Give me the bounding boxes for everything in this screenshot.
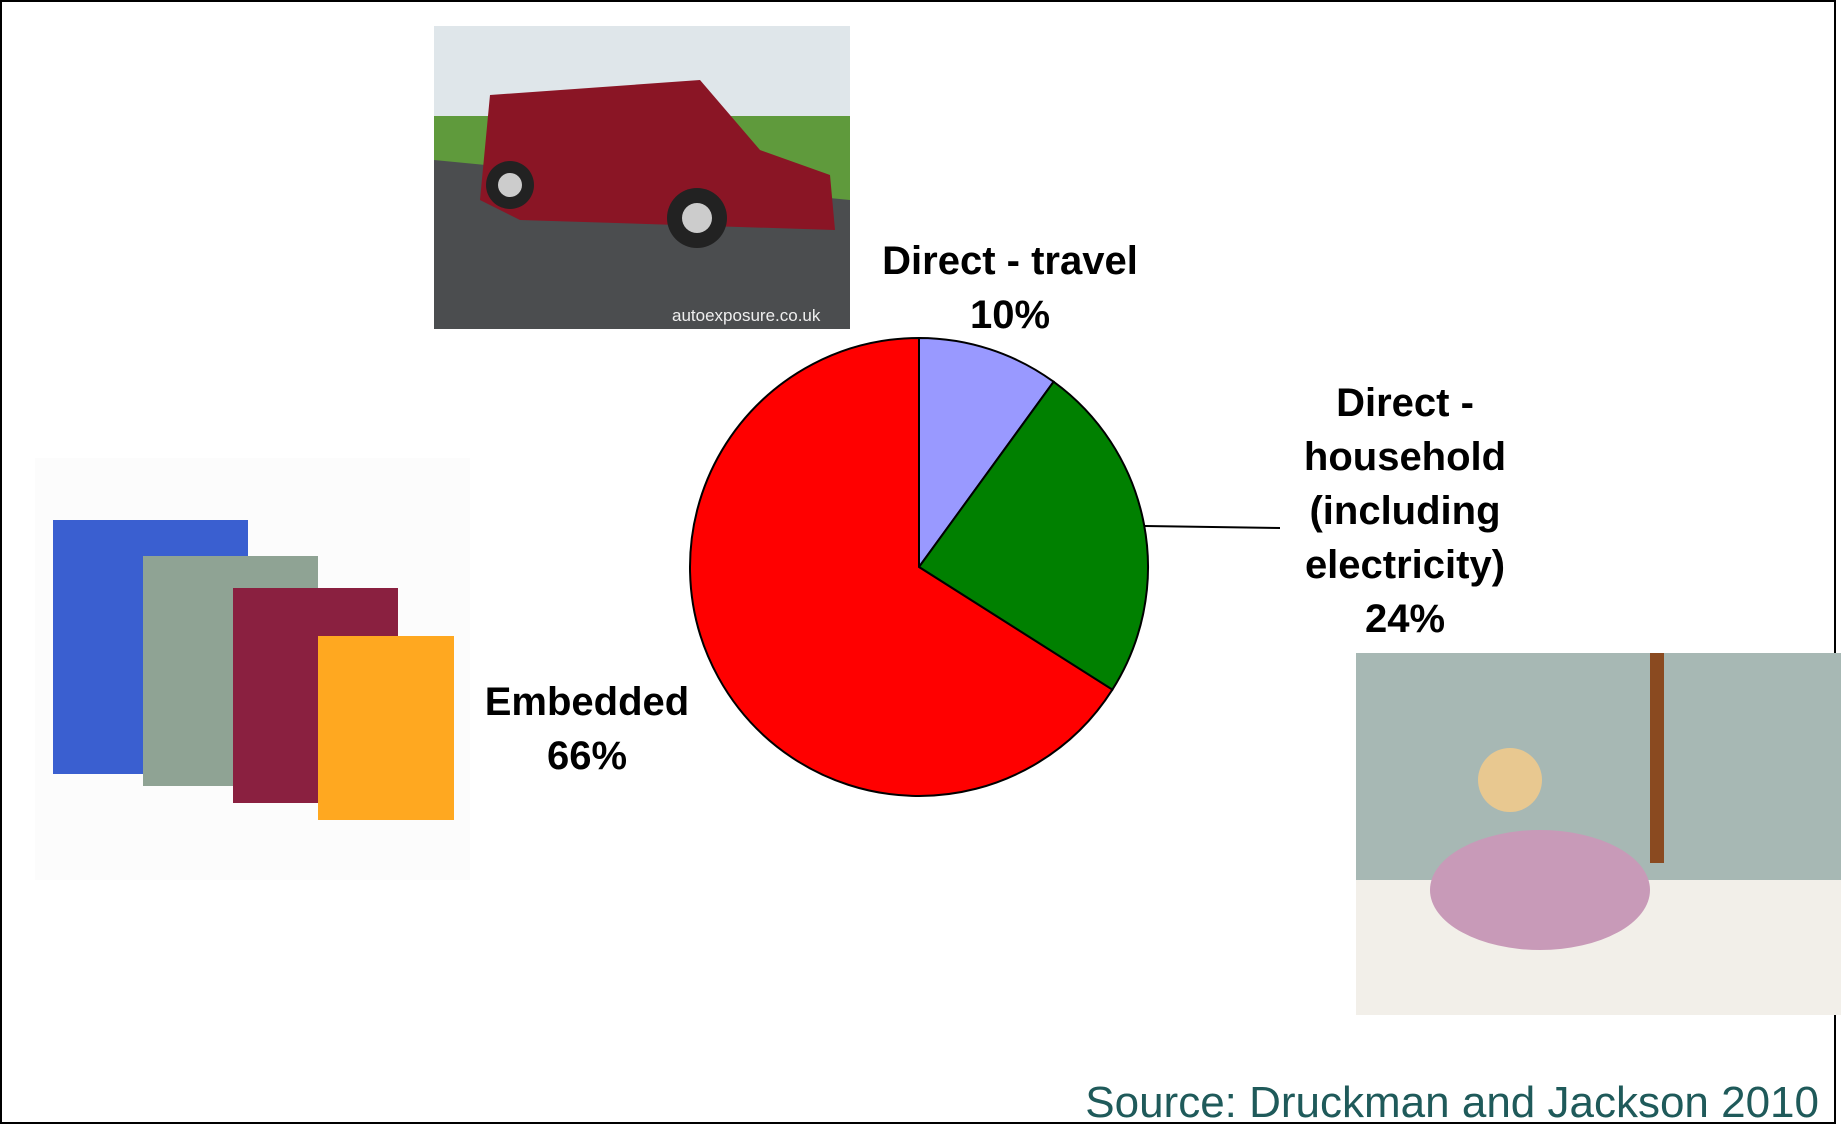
category-label: Direct - household (including electricit…	[1303, 381, 1507, 587]
pie-slice	[917, 380, 1149, 692]
slice-label: Embedded 66%	[447, 675, 727, 783]
category-label: Direct - travel	[882, 239, 1138, 283]
room-photo	[1356, 653, 1841, 1015]
source: Source: Druckman and Jackson 2010	[1085, 1078, 1819, 1125]
value-label: 10%	[969, 293, 1051, 337]
leader-line	[1144, 525, 1281, 529]
car-photo	[434, 26, 850, 329]
pie-slice	[918, 336, 1055, 571]
category-label: Embedded	[484, 680, 690, 724]
value-label: 24%	[1364, 597, 1446, 641]
slice-label: Direct - household (including electricit…	[1270, 376, 1540, 646]
bags-photo	[35, 458, 470, 880]
slice-label: Direct - travel 10%	[840, 234, 1180, 342]
pie-slice	[689, 336, 1114, 797]
value-label: 66%	[546, 734, 628, 778]
watermark: autoexposure.co.uk	[672, 306, 821, 325]
